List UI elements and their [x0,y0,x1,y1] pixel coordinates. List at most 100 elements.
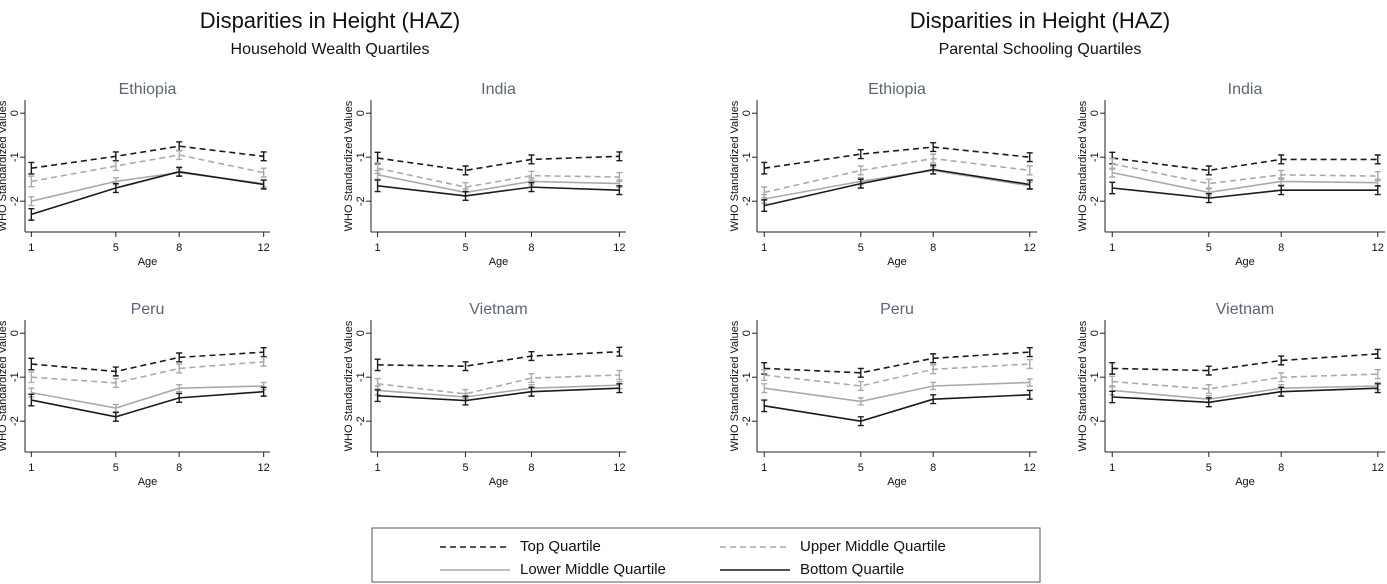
series-line [1112,373,1378,390]
series-line [1112,353,1378,372]
error-bar [374,389,381,403]
error-bar [616,151,623,162]
error-bar [857,165,864,176]
error-bar [857,367,864,378]
x-tick-label: 1 [1109,462,1115,474]
y-tick-label: -2 [355,416,367,426]
series-line [31,351,264,373]
error-bar [112,403,119,413]
series-line [377,155,620,172]
x-axis-label: Age [887,476,907,488]
x-tick-label: 12 [613,242,625,254]
series-line [31,361,264,384]
series-line [764,168,1030,207]
y-axis-label: WHO Standardized Values [343,100,355,231]
panel-title: Ethiopia [119,81,177,98]
error-bar [374,179,381,193]
error-bar [28,161,35,175]
legend-label: Lower Middle Quartile [520,561,666,578]
error-bar [260,356,267,367]
y-tick-label: 0 [355,110,367,116]
series-line [1112,385,1378,401]
x-tick-label: 1 [28,462,34,474]
panel-title: Vietnam [469,301,527,318]
error-bar [260,179,267,190]
series-line [764,157,1030,194]
error-bar [1026,179,1033,190]
series-line [764,381,1030,403]
error-bar [1278,177,1285,186]
y-tick-label: -1 [1089,372,1101,382]
x-tick-label: 5 [1206,242,1212,254]
error-bar [528,154,535,165]
error-bar [1374,185,1381,196]
y-tick-label: -1 [741,372,753,382]
y-tick-label: 0 [1089,330,1101,336]
x-tick-label: 1 [1109,242,1115,254]
x-tick-label: 8 [528,462,534,474]
x-tick-label: 1 [761,462,767,474]
error-bar [176,352,183,363]
error-bar [761,383,768,394]
error-bar [761,161,768,175]
error-bar [930,394,937,405]
error-bar [930,364,937,375]
y-axis-label: WHO Standardized Values [343,320,355,451]
x-tick-label: 12 [1024,242,1036,254]
series-line [377,185,620,197]
error-bar [260,167,267,178]
x-tick-label: 8 [176,462,182,474]
x-axis-label: Age [489,476,509,488]
y-tick-label: -2 [355,196,367,206]
group-title: Disparities in Height (HAZ) [200,8,460,33]
error-bar [462,190,469,202]
error-bar [1278,185,1285,196]
error-bar [857,178,864,189]
series-line [377,387,620,402]
error-bar [260,386,267,397]
legend-label: Upper Middle Quartile [800,538,946,555]
error-bar [1026,389,1033,400]
y-tick-label: 0 [9,110,21,116]
error-bar [1205,178,1212,189]
error-bar [112,151,119,162]
x-tick-label: 5 [113,462,119,474]
error-bar [761,399,768,413]
error-bar [1205,383,1212,395]
y-tick-label: -1 [1089,152,1101,162]
x-tick-label: 12 [613,462,625,474]
y-tick-label: -2 [9,196,21,206]
error-bar [1278,372,1285,383]
series-line [31,171,264,202]
x-tick-label: 8 [930,242,936,254]
error-bar [1026,152,1033,163]
error-bar [528,386,535,397]
error-bar [112,160,119,172]
x-tick-label: 5 [1206,462,1212,474]
series-line [31,145,264,169]
series-line [1112,163,1378,185]
y-tick-label: -1 [355,152,367,162]
error-bar [1374,369,1381,380]
x-tick-label: 5 [462,242,468,254]
y-axis-label: WHO Standardized Values [0,100,9,231]
error-bar [1205,193,1212,204]
series-line [764,146,1030,169]
x-tick-label: 12 [1372,462,1384,474]
error-bar [28,371,35,384]
error-bar [1278,154,1285,165]
series-line [31,385,264,409]
error-bar [462,165,469,176]
error-bar [1026,378,1033,387]
series-line [764,169,1030,200]
y-tick-label: -2 [1089,416,1101,426]
error-bar [930,153,937,164]
x-tick-label: 12 [1372,242,1384,254]
panel-title: Ethiopia [868,81,926,98]
y-tick-label: -1 [355,372,367,382]
x-axis-label: Age [1235,476,1255,488]
series-line [377,174,620,194]
panel-title: Peru [880,301,914,318]
error-bar [1205,397,1212,408]
x-tick-label: 1 [375,462,381,474]
